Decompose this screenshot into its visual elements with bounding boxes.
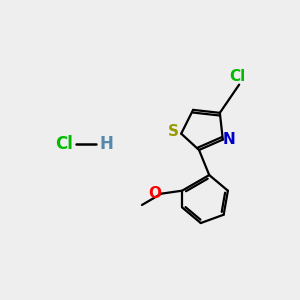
- Text: Cl: Cl: [55, 135, 73, 153]
- Text: N: N: [223, 132, 236, 147]
- Text: Cl: Cl: [230, 69, 246, 84]
- Text: H: H: [100, 135, 114, 153]
- Text: O: O: [148, 186, 161, 201]
- Text: S: S: [167, 124, 178, 139]
